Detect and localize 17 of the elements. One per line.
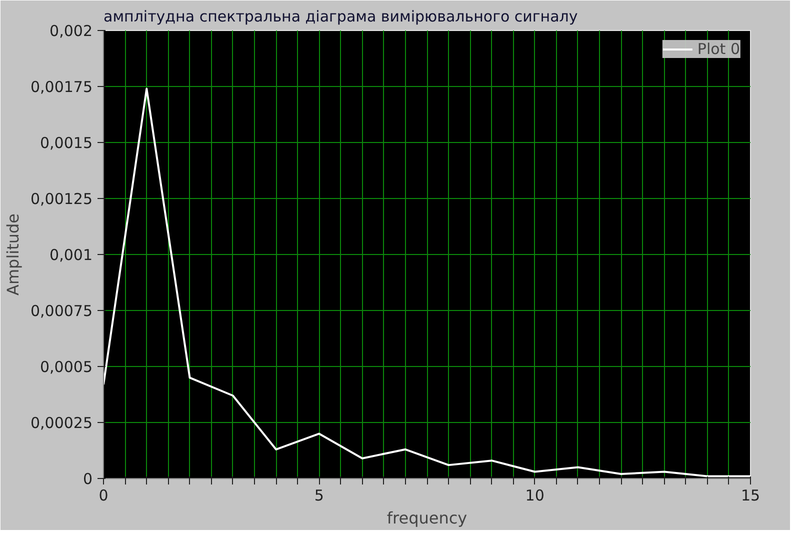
chart-title: амплітудна спектральна діаграма вимірювального сигналу (104, 8, 578, 26)
x-tick-label: 15 (740, 486, 760, 504)
y-tick-label: 0,002 (50, 22, 93, 40)
y-tick-label: 0,001 (50, 246, 93, 264)
x-axis-title: frequency (386, 508, 468, 528)
y-tick-label: 0,00075 (30, 302, 92, 320)
x-tick-label: 5 (314, 486, 324, 504)
y-tick-label: 0,00025 (30, 414, 92, 432)
x-tick-label: 10 (525, 486, 544, 504)
y-tick-label: 0,0005 (40, 358, 93, 376)
x-tick-label: 0 (98, 486, 108, 504)
y-tick-label: 0,00175 (30, 78, 92, 96)
y-axis-title: Amplitude (3, 213, 22, 296)
y-tick-label: 0,00125 (30, 190, 92, 208)
legend-label: Plot 0 (697, 40, 740, 58)
y-tick-label: 0,0015 (40, 134, 93, 152)
y-tick-label: 0 (82, 470, 93, 488)
